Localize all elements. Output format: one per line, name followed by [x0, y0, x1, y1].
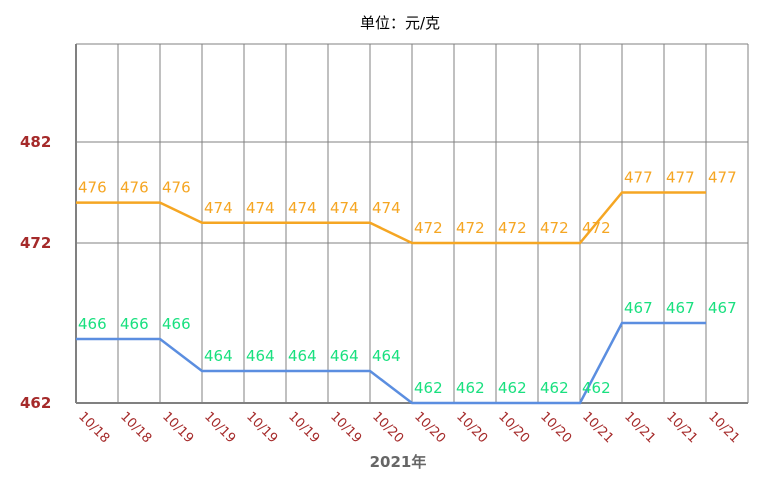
- series-2-data-label: 462: [414, 379, 443, 397]
- x-axis-label: 2021年: [370, 453, 427, 471]
- series-1-line: [76, 191, 706, 245]
- series-2-data-label: 464: [372, 347, 401, 365]
- series-2-data-label: 464: [330, 347, 359, 365]
- x-tick-label: 10/19: [159, 409, 196, 446]
- series-1-data-label: 477: [624, 169, 653, 187]
- series-2-data-label: 464: [204, 347, 233, 365]
- y-axis-ticks: 462 472 482: [20, 133, 51, 412]
- series-2-data-label: 462: [540, 379, 569, 397]
- x-tick-label: 10/20: [537, 409, 574, 446]
- x-tick-label: 10/21: [579, 409, 616, 446]
- series-2-data-label: 467: [624, 299, 653, 317]
- x-tick-label: 10/19: [327, 409, 364, 446]
- y-tick-label: 462: [20, 394, 51, 412]
- series-2-data-label: 467: [666, 299, 695, 317]
- x-tick-label: 10/20: [369, 409, 406, 446]
- grid-layer: [75, 43, 749, 404]
- series-2-data-label: 466: [120, 315, 149, 333]
- series-2-data-label: 466: [78, 315, 107, 333]
- x-tick-label: 10/19: [285, 409, 322, 446]
- x-tick-label: 10/21: [663, 409, 700, 446]
- data-labels: 476 476 476 474 474 474 474 474 472 472 472 472 472 4…: [78, 169, 737, 398]
- chart-title: 单位：元/克: [360, 14, 440, 32]
- x-tick-label: 10/19: [243, 409, 280, 446]
- series-lines: [76, 191, 706, 405]
- y-tick-label: 482: [20, 133, 51, 151]
- series-1-data-label: 476: [78, 179, 107, 197]
- series-1-data-label: 472: [582, 219, 611, 237]
- series-1-data-label: 474: [246, 199, 275, 217]
- series-1-data-label: 476: [162, 179, 191, 197]
- series-1-data-label: 476: [120, 179, 149, 197]
- series-1-data-label: 474: [204, 199, 233, 217]
- series-1-data-label: 474: [330, 199, 359, 217]
- series-2-data-label: 464: [246, 347, 275, 365]
- series-1-data-label: 472: [414, 219, 443, 237]
- series-2-data-label: 462: [582, 379, 611, 397]
- x-tick-label: 10/19: [201, 409, 238, 446]
- x-tick-label: 10/20: [495, 409, 532, 446]
- series-2-data-label: 466: [162, 315, 191, 333]
- series-1-data-label: 472: [456, 219, 485, 237]
- series-1-data-label: 472: [540, 219, 569, 237]
- x-tick-label: 10/20: [453, 409, 490, 446]
- x-tick-label: 10/21: [621, 409, 658, 446]
- x-tick-label: 10/18: [75, 409, 112, 446]
- series-1-data-label: 472: [498, 219, 527, 237]
- y-tick-label: 472: [20, 234, 51, 252]
- series-2-data-label: 464: [288, 347, 317, 365]
- series-2-line: [76, 321, 706, 405]
- x-tick-label: 10/18: [117, 409, 154, 446]
- x-axis-ticks: 10/18 10/18 10/19 10/19 10/19 10/19 10/19 10/20…: [75, 409, 742, 446]
- x-tick-label: 10/20: [411, 409, 448, 446]
- x-tick-label: 10/21: [705, 409, 742, 446]
- series-1-data-label: 474: [288, 199, 317, 217]
- series-2-data-label: 467: [708, 299, 737, 317]
- series-2-data-label: 462: [456, 379, 485, 397]
- series-2-data-label: 462: [498, 379, 527, 397]
- series-1-data-label: 477: [666, 169, 695, 187]
- series-1-data-label: 474: [372, 199, 401, 217]
- series-1-data-label: 477: [708, 169, 737, 187]
